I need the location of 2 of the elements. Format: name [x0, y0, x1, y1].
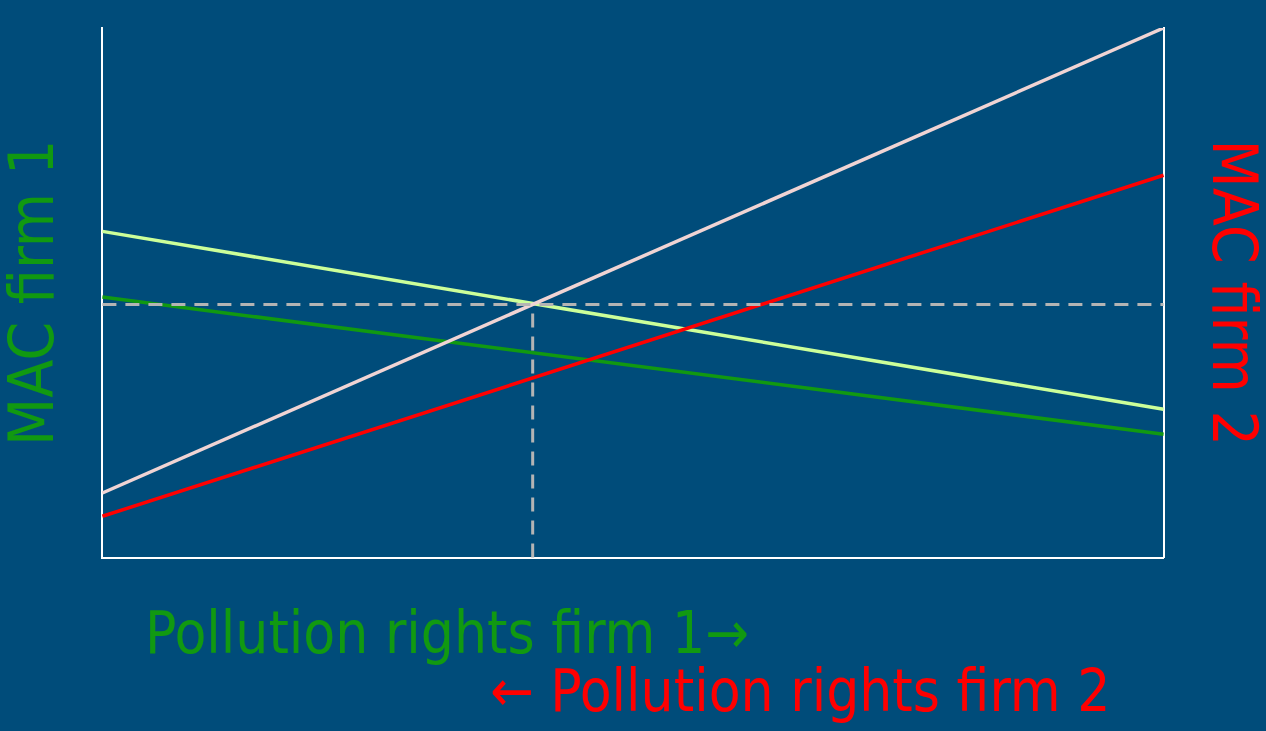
y2-axis-title: MAC firm 2: [1197, 139, 1266, 446]
y-axis-title: MAC firm 1: [0, 139, 69, 446]
